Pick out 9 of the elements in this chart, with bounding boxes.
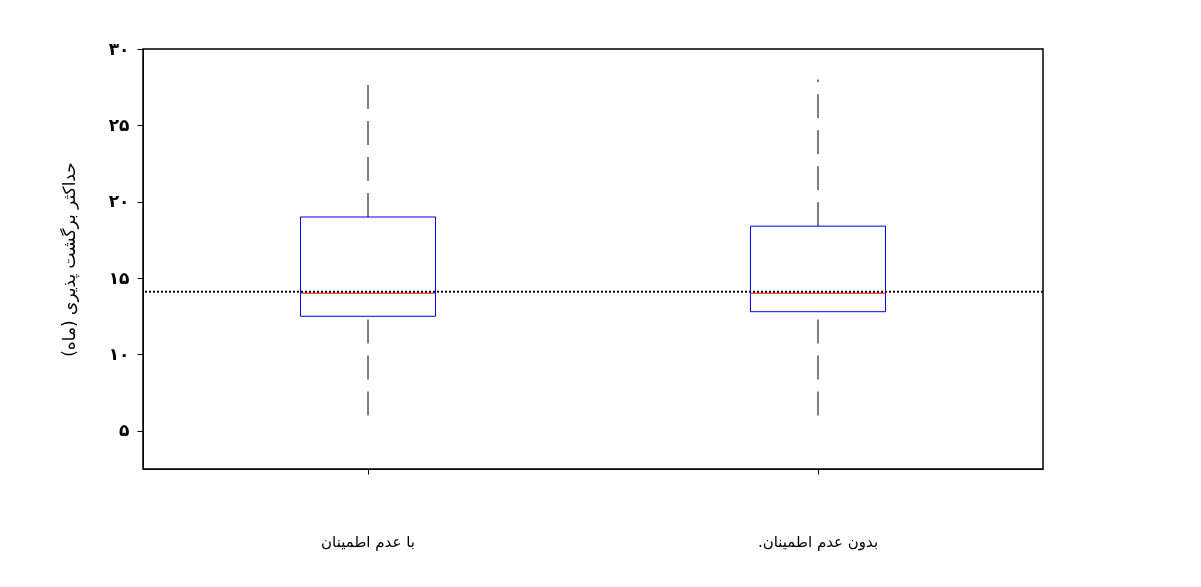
y-tick-label: ۵ (119, 420, 130, 441)
y-tick-label: ۲۵ (108, 114, 130, 135)
y-tick-label: ۳۰ (108, 38, 130, 59)
y-tick-label: ۲۰ (108, 191, 130, 212)
y-axis-title: حداکثر برگشت پذیری (ماه) (58, 162, 80, 357)
y-tick-label: ۱۰ (108, 343, 130, 364)
x-tick-label: .بدون عدم اطمینان (757, 532, 879, 551)
x-tick-label: با عدم اطمینان (321, 532, 415, 551)
y-tick-label: ۱۵ (108, 267, 130, 288)
